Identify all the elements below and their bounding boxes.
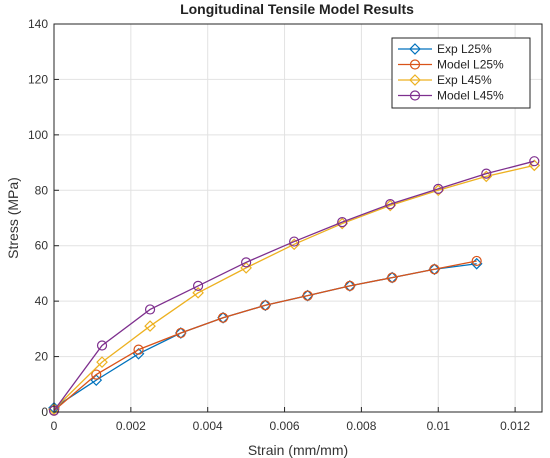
plot-frame (53, 23, 543, 413)
x-tick-label: 0.004 (193, 419, 223, 433)
legend-marker (409, 90, 421, 101)
data-point (302, 290, 313, 301)
data-point (432, 184, 445, 197)
legend: Exp L25% Model L25%Exp L45% Model L45% (391, 37, 531, 109)
y-tick-label: 80 (35, 183, 49, 197)
data-point (387, 272, 398, 283)
legend-marker (409, 43, 421, 55)
x-tick-label: 0.002 (116, 419, 146, 433)
data-point (344, 280, 355, 291)
legend-label: Model L45% (437, 89, 504, 103)
data-point (241, 257, 252, 268)
data-point (429, 264, 440, 275)
data-point (471, 255, 482, 267)
series-layer (48, 156, 541, 416)
data-point (433, 183, 444, 194)
data-point (144, 320, 156, 332)
y-tick-label: 40 (35, 294, 49, 308)
series-line (53, 263, 477, 409)
series-line (53, 160, 535, 412)
data-point (96, 340, 108, 351)
legend-item: Model L25% (398, 58, 504, 72)
legend-item: Model L45% (398, 89, 504, 103)
x-tick-label: 0.008 (346, 419, 376, 433)
data-point (96, 356, 108, 368)
data-point (192, 286, 204, 299)
data-point (175, 327, 186, 339)
legend-item: Exp L45% (398, 73, 492, 87)
data-point (385, 199, 396, 210)
legend-marker (409, 59, 421, 70)
legend-label: Exp L25% (437, 42, 492, 56)
data-point (91, 369, 102, 380)
legend-label: Exp L45% (437, 73, 492, 87)
data-point (240, 262, 252, 274)
series-4 (48, 156, 540, 416)
y-tick-label: 120 (28, 72, 48, 86)
data-point (217, 312, 229, 323)
y-tick-label: 60 (35, 239, 49, 253)
x-tick-label: 0.012 (500, 419, 530, 433)
series-3 (48, 159, 541, 416)
data-point (384, 199, 397, 212)
x-axis-label: Strain (mm/mm) (248, 442, 348, 458)
data-point (144, 304, 156, 315)
data-point (337, 217, 348, 228)
legend-item: Exp L25% (398, 42, 492, 56)
x-tick-label: 0.006 (270, 419, 300, 433)
series-line (53, 260, 477, 412)
legend-box (391, 37, 531, 109)
y-tick-label: 20 (35, 350, 49, 364)
data-point (133, 344, 144, 355)
legend-label: Model L25% (437, 58, 504, 72)
y-tick-label: 100 (28, 128, 48, 142)
legend-marker (409, 74, 421, 86)
data-point (289, 236, 300, 247)
data-point (336, 217, 349, 230)
y-tick-label: 0 (41, 405, 48, 419)
data-point (192, 280, 204, 291)
series-line (53, 164, 535, 410)
ticks: 0 0.002 0.004 0.006 0.008 0.01 0.012 0 20 40 60 80 1… (28, 17, 530, 433)
x-tick-label: 0.01 (427, 419, 451, 433)
y-axis-label: Stress (MPa) (5, 177, 21, 259)
chart-title: Longitudinal Tensile Model Results (180, 1, 414, 17)
data-point (481, 168, 492, 179)
data-point (529, 156, 540, 167)
data-point (260, 300, 271, 311)
data-point (90, 374, 103, 386)
y-tick-label: 140 (28, 17, 48, 31)
x-tick-label: 0 (51, 419, 58, 433)
